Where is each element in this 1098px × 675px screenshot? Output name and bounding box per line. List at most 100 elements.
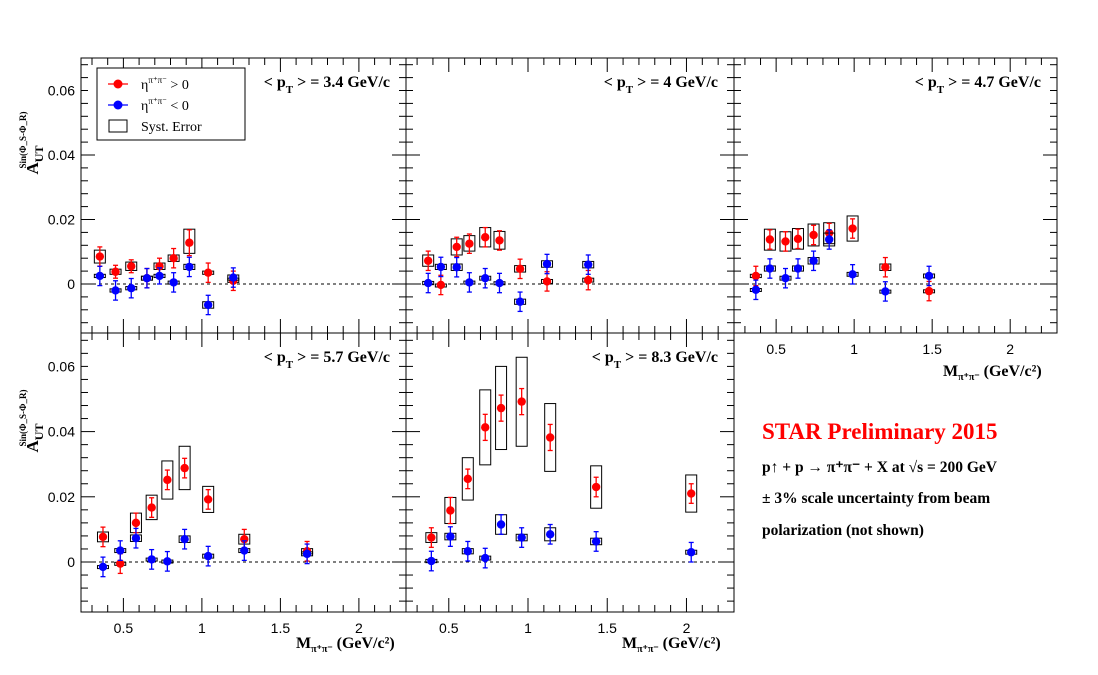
series-eta-negative bbox=[425, 514, 698, 572]
legend-label: Syst. Error bbox=[141, 120, 202, 135]
series-eta-negative bbox=[96, 527, 314, 578]
x-tick-label: 2 bbox=[355, 620, 363, 636]
data-point bbox=[496, 403, 506, 413]
legend-label: ηπ⁺π⁻ < 0 bbox=[141, 96, 189, 114]
syst-error-box bbox=[202, 485, 215, 513]
syst-error-box bbox=[495, 365, 508, 451]
panel-pt-3-4: 0 0.02 0.04 0.06 < pT > = 3.4 GeV/c bbox=[48, 57, 407, 334]
pt-label: < pT > = 4 GeV/c bbox=[604, 74, 718, 96]
star-preliminary-title: STAR Preliminary 2015 bbox=[762, 419, 998, 444]
data-point bbox=[95, 271, 105, 281]
data-point bbox=[436, 280, 446, 290]
data-point bbox=[793, 264, 803, 273]
data-point bbox=[793, 234, 803, 244]
y-tick-label: 0.02 bbox=[48, 212, 75, 228]
series-eta-negative bbox=[93, 256, 240, 316]
y-axis-title: AUT bbox=[23, 146, 46, 175]
data-point bbox=[116, 559, 125, 568]
syst-error-box bbox=[590, 465, 603, 509]
y-tick-label: 0.06 bbox=[48, 358, 75, 374]
data-point bbox=[591, 482, 601, 492]
syst-error-box bbox=[515, 356, 528, 447]
data-point bbox=[824, 235, 834, 244]
data-point bbox=[98, 562, 108, 572]
panel-frame bbox=[405, 332, 735, 613]
pt-label: < pT > = 4.7 GeV/c bbox=[915, 74, 1041, 96]
legend-label: ηπ⁺π⁻ > 0 bbox=[141, 75, 189, 93]
data-point bbox=[180, 463, 189, 473]
data-point bbox=[127, 262, 136, 271]
x-tick-label: 2 bbox=[683, 620, 691, 636]
x-tick-label: 0.5 bbox=[439, 620, 459, 636]
data-point bbox=[463, 474, 472, 484]
data-point bbox=[545, 433, 555, 442]
data-point bbox=[924, 286, 934, 296]
data-point bbox=[111, 286, 120, 295]
panel-pt-5-7: 0 0.02 0.04 0.06 0.5 1 1.5 2 < pT > = 5.7 GeV/c bbox=[48, 332, 407, 636]
data-point bbox=[203, 495, 213, 504]
legend-marker bbox=[113, 79, 123, 89]
data-point bbox=[881, 263, 890, 272]
data-point bbox=[452, 263, 461, 272]
data-point bbox=[481, 423, 490, 432]
data-point bbox=[423, 256, 433, 265]
series-eta-negative bbox=[422, 253, 595, 313]
y-tick-label: 0.06 bbox=[48, 83, 75, 99]
y-tick-label: 0.04 bbox=[48, 424, 75, 440]
data-point bbox=[127, 283, 136, 293]
y-axis-title-sup: Sin(Φ_S-Φ_R) bbox=[18, 112, 28, 169]
data-point bbox=[542, 277, 552, 286]
data-point bbox=[98, 532, 108, 542]
panel-frame bbox=[733, 57, 1058, 334]
polarization-note: polarization (not shown) bbox=[762, 522, 924, 539]
data-point bbox=[185, 262, 194, 272]
scale-uncertainty-note: ± 3% scale uncertainty from beam bbox=[762, 490, 991, 507]
legend-entry: ηπ⁺π⁻ > 0 bbox=[108, 75, 189, 93]
data-point bbox=[465, 239, 474, 248]
data-point bbox=[116, 546, 125, 555]
data-point bbox=[142, 273, 152, 283]
data-point bbox=[765, 264, 775, 273]
data-point bbox=[446, 506, 455, 515]
x-tick-label: 1.5 bbox=[598, 620, 618, 636]
series-eta-positive bbox=[749, 215, 936, 302]
data-point bbox=[185, 238, 194, 247]
data-point bbox=[584, 260, 593, 269]
data-point bbox=[446, 532, 455, 541]
data-point bbox=[481, 553, 490, 563]
data-point bbox=[203, 300, 213, 310]
y-axis-title: AUT bbox=[23, 424, 46, 453]
x-axis-title: Mπ⁺π⁻ (GeV/c²) bbox=[622, 635, 721, 655]
data-point bbox=[591, 537, 601, 546]
data-point bbox=[781, 237, 790, 246]
data-point bbox=[163, 557, 172, 566]
data-point bbox=[848, 270, 857, 279]
data-point bbox=[465, 278, 474, 287]
data-point bbox=[545, 530, 555, 539]
pt-label: < pT > = 3.4 GeV/c bbox=[264, 74, 390, 96]
series-eta-positive bbox=[422, 226, 595, 296]
syst-error-box bbox=[807, 223, 820, 247]
x-tick-label: 0.5 bbox=[114, 620, 134, 636]
x-tick-label: 1.5 bbox=[922, 341, 942, 357]
data-point bbox=[427, 533, 436, 542]
data-point bbox=[809, 256, 818, 265]
data-point bbox=[517, 533, 526, 542]
data-point bbox=[517, 397, 526, 406]
legend-marker bbox=[113, 100, 123, 110]
y-tick-label: 0.04 bbox=[48, 147, 75, 163]
data-point bbox=[169, 278, 178, 287]
data-point bbox=[95, 252, 105, 261]
x-tick-label: 1 bbox=[850, 341, 858, 357]
syst-error-box bbox=[461, 457, 474, 501]
legend: ηπ⁺π⁻ > 0 ηπ⁺π⁻ < 0 Syst. Error bbox=[96, 67, 246, 141]
y-axis-title-sup: Sin(Φ_S-Φ_R) bbox=[18, 390, 28, 447]
data-point bbox=[495, 278, 504, 288]
pt-label: < pT > = 5.7 GeV/c bbox=[264, 349, 390, 371]
panel-frame bbox=[405, 57, 735, 334]
y-tick-label: 0 bbox=[67, 276, 75, 292]
data-point bbox=[542, 259, 552, 269]
syst-error-box bbox=[544, 403, 557, 472]
data-point bbox=[452, 242, 461, 252]
